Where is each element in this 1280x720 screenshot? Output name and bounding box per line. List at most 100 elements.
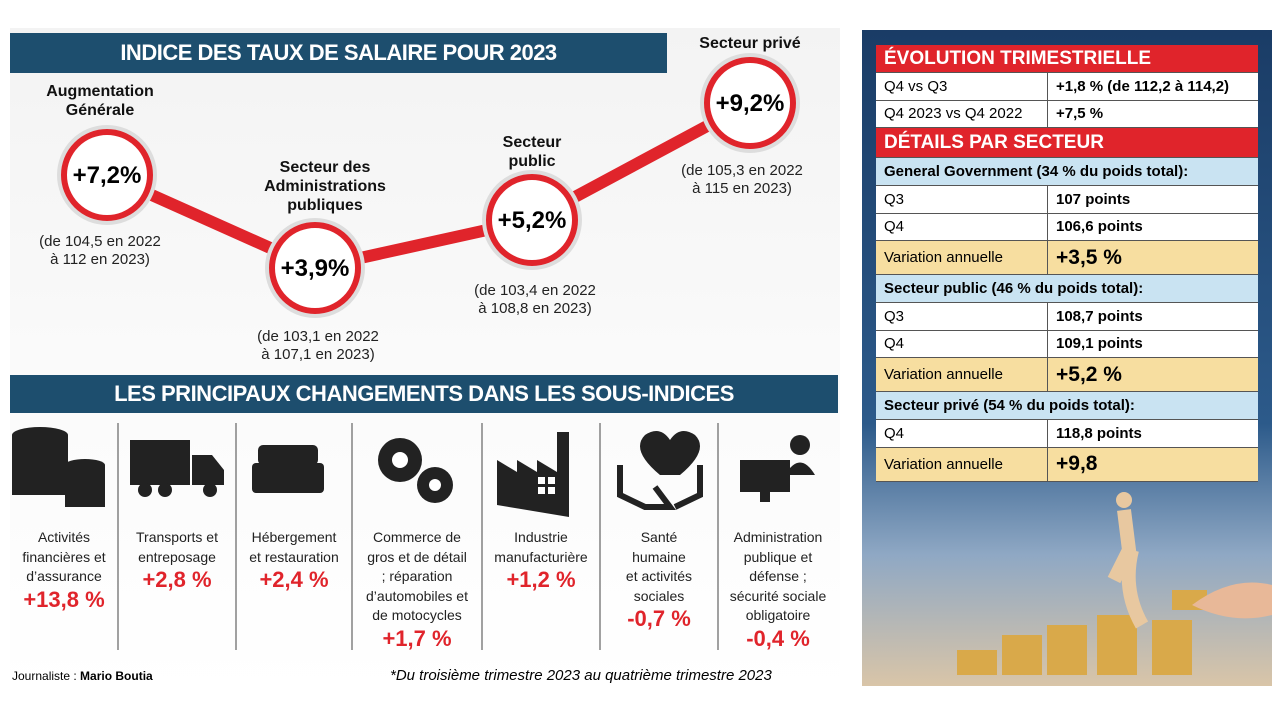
label-line: d’automobiles et — [366, 587, 468, 604]
change-label: Hébergement et restauration — [236, 528, 352, 567]
index-value: +5,2% — [498, 207, 567, 234]
index-label: Secteur des Administrations publiques — [235, 158, 415, 215]
row-value: 108,7 points — [1056, 307, 1143, 325]
label-line: défense ; — [749, 568, 807, 584]
label-line: Santé — [640, 529, 678, 545]
table-row: Variation annuelle +5,2 % — [876, 358, 1258, 392]
row-label: Variation annuelle — [876, 241, 1048, 274]
index-label: Augmentation Générale — [10, 82, 190, 120]
row-label: Q4 2023 vs Q4 2022 — [876, 100, 1048, 127]
icons — [12, 423, 815, 650]
table: ÉVOLUTION TRIMESTRIELLE Q4 vs Q3 +1,8 % (d… — [876, 45, 1258, 482]
change-value: +1,7 % — [382, 625, 452, 651]
label-line: et activités — [625, 568, 693, 584]
sector-name: Secteur public (46 % du poids total): — [876, 275, 1258, 303]
sector-name: Secteur privé (54 % du poids total): — [876, 392, 1258, 420]
row-label: Variation annuelle — [876, 358, 1048, 391]
change-label: Administration publique et défense ; sécuri… — [718, 528, 838, 626]
index-value: +9,2% — [716, 90, 785, 117]
row-value: 118,8 points — [1056, 424, 1142, 442]
label-line: Hébergement — [251, 529, 337, 545]
index-value: +3,9% — [281, 255, 350, 282]
table-row: Variation annuelle +9,8 — [876, 447, 1258, 482]
row-value: +5,2 % — [1056, 362, 1122, 386]
change-label: Transports et entreposage — [118, 528, 236, 567]
change-value: +13,8 % — [23, 586, 105, 612]
label-line: publiques — [287, 197, 363, 214]
label-line: financières et — [22, 548, 106, 565]
detail-line: à 115 en 2023) — [692, 180, 792, 197]
change-item: Transports et entreposage +2,8 % — [118, 528, 236, 593]
row-label: Variation annuelle — [876, 447, 1048, 481]
change-item: Administration publique et défense ; sécuri… — [718, 528, 838, 652]
label-line: ; réparation — [381, 568, 453, 584]
table-header: DÉTAILS PAR SECTEUR — [876, 128, 1258, 158]
label-line: Secteur privé — [699, 35, 801, 52]
row-label: Q4 vs Q3 — [876, 73, 1048, 100]
label-line: Administrations — [264, 178, 386, 195]
table-row: Q3 107 points — [876, 186, 1258, 214]
row-value: +3,5 % — [1056, 245, 1122, 269]
indices-graphic: +7,2% +3,9% +5,2% +9,2% — [57, 53, 800, 318]
label-line: sociales — [633, 587, 685, 604]
title-bar: INDICE DES TAUX DE SALAIRE POUR 2023 — [10, 33, 667, 73]
row-value: 107 points — [1056, 190, 1131, 208]
value-circle — [61, 129, 153, 221]
index-detail: (de 103,4 en 2022 à 108,8 en 2023) — [445, 282, 625, 318]
table-header: ÉVOLUTION TRIMESTRIELLE — [876, 45, 1258, 73]
label-line: Augmentation — [46, 83, 154, 100]
change-value: +2,4 % — [259, 567, 329, 592]
change-value: +2,8 % — [142, 567, 212, 592]
change-label: Santé humaine et activités sociales — [600, 528, 718, 606]
row-value: +9,8 — [1056, 452, 1098, 475]
table-row: Q4 118,8 points — [876, 420, 1258, 448]
detail-line: à 107,1 en 2023) — [261, 346, 375, 363]
index-detail: (de 105,3 en 2022 à 115 en 2023) — [652, 162, 832, 198]
label-line: Industrie — [514, 529, 568, 545]
value-circle — [486, 174, 578, 266]
change-value: -0,7 % — [627, 606, 691, 631]
stairs-illustration — [957, 492, 1272, 675]
index-detail: (de 104,5 en 2022 à 112 en 2023) — [10, 233, 190, 269]
table-row: Q4 109,1 points — [876, 330, 1258, 358]
label-line: de motocycles — [372, 607, 462, 623]
row-label: Q4 — [876, 330, 1048, 357]
index-detail: (de 103,1 en 2022 à 107,1 en 2023) — [228, 328, 408, 364]
table-row: Q4 106,6 points — [876, 213, 1258, 241]
label-line: obligatoire — [745, 607, 811, 623]
change-item: Activités financières et d’assurance +13,8 … — [10, 528, 118, 613]
label-line: sécurité sociale — [729, 587, 827, 604]
change-item: Industrie manufacturière +1,2 % — [482, 528, 600, 593]
label-line: entreposage — [138, 548, 216, 565]
label-line: Générale — [65, 102, 135, 119]
value-circle — [704, 57, 796, 149]
index-label: Secteur public — [442, 133, 622, 171]
label-line: humaine — [632, 548, 686, 565]
index-value: +7,2% — [73, 162, 142, 189]
index-label: Secteur privé — [660, 34, 840, 53]
detail-line: (de 103,4 en 2022 — [474, 282, 596, 299]
row-label: Q3 — [876, 186, 1048, 213]
journalist-name: Mario Boutia — [80, 669, 153, 683]
connector-line — [104, 97, 753, 275]
label-line: gros et de détail — [367, 548, 467, 565]
row-label: Q3 — [876, 303, 1048, 330]
row-value: 106,6 points — [1056, 218, 1143, 236]
label-line: Secteur — [502, 134, 562, 151]
detail-line: (de 105,3 en 2022 — [681, 162, 803, 179]
row-value: +1,8 % (de 112,2 à 114,2) — [1056, 77, 1230, 95]
change-label: Industrie manufacturière — [482, 528, 600, 567]
sector-name: General Government (34 % du poids total)… — [876, 158, 1258, 186]
label-line: d’assurance — [26, 568, 102, 584]
row-value: 109,1 points — [1056, 335, 1143, 353]
label-line: Secteur des — [279, 159, 371, 176]
label-line: et restauration — [249, 548, 339, 565]
table-row: Variation annuelle +3,5 % — [876, 241, 1258, 275]
value-circle — [269, 222, 361, 314]
row-value: +7,5 % — [1056, 105, 1104, 123]
label-line: Commerce de — [373, 529, 461, 545]
detail-line: (de 103,1 en 2022 — [257, 328, 379, 345]
label-line: manufacturière — [494, 548, 588, 565]
change-item: Hébergement et restauration +2,4 % — [236, 528, 352, 593]
section-bar: LES PRINCIPAUX CHANGEMENTS DANS LES SOUS… — [10, 375, 838, 413]
